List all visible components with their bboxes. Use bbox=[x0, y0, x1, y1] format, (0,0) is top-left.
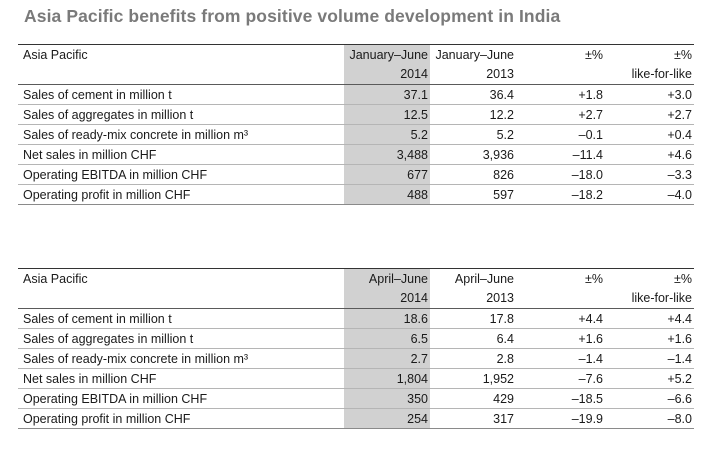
cell-b: 5.2 bbox=[430, 124, 516, 145]
cell-c: –18.2 bbox=[516, 184, 605, 205]
col-d-head: ±% bbox=[605, 44, 694, 65]
cell-d: –3.3 bbox=[605, 164, 694, 185]
cell-c: –7.6 bbox=[516, 368, 605, 389]
table-row: Operating profit in million CHF 254 317 … bbox=[18, 408, 694, 429]
table-row: Sales of aggregates in million t 6.5 6.4… bbox=[18, 328, 694, 349]
col-a-year: 2014 bbox=[344, 64, 430, 85]
cell-d: –8.0 bbox=[605, 408, 694, 429]
cell-b: 36.4 bbox=[430, 84, 516, 105]
cell-d: +2.7 bbox=[605, 104, 694, 125]
cell-b: 6.4 bbox=[430, 328, 516, 349]
cell-c: –18.5 bbox=[516, 388, 605, 409]
cell-d: –6.6 bbox=[605, 388, 694, 409]
table-region-label: Asia Pacific bbox=[18, 44, 344, 65]
table-row: Sales of ready-mix concrete in million m… bbox=[18, 348, 694, 369]
row-label: Operating EBITDA in million CHF bbox=[18, 388, 344, 409]
cell-b: 17.8 bbox=[430, 308, 516, 329]
col-a-period: April–June bbox=[344, 268, 430, 289]
col-c-head: ±% bbox=[516, 268, 605, 289]
cell-a: 3,488 bbox=[344, 144, 430, 165]
table-row: Operating EBITDA in million CHF 350 429 … bbox=[18, 388, 694, 409]
row-label: Sales of cement in million t bbox=[18, 84, 344, 105]
col-d-sub: like-for-like bbox=[605, 64, 694, 85]
table-row: Sales of cement in million t 37.1 36.4 +… bbox=[18, 84, 694, 105]
table-row: Sales of aggregates in million t 12.5 12… bbox=[18, 104, 694, 125]
cell-d: +0.4 bbox=[605, 124, 694, 145]
cell-a: 488 bbox=[344, 184, 430, 205]
cell-c: –11.4 bbox=[516, 144, 605, 165]
cell-c: –19.9 bbox=[516, 408, 605, 429]
cell-a: 18.6 bbox=[344, 308, 430, 329]
header-row: Asia Pacific April–June April–June ±% ±% bbox=[18, 268, 694, 289]
cell-a: 6.5 bbox=[344, 328, 430, 349]
row-label: Sales of ready-mix concrete in million m… bbox=[18, 124, 344, 145]
cell-c: +1.8 bbox=[516, 84, 605, 105]
quarter-table: Asia Pacific April–June April–June ±% ±%… bbox=[18, 268, 694, 429]
row-label: Net sales in million CHF bbox=[18, 144, 344, 165]
cell-d: +4.6 bbox=[605, 144, 694, 165]
header-year-row: 2014 2013 like-for-like bbox=[18, 288, 694, 309]
row-label: Operating EBITDA in million CHF bbox=[18, 164, 344, 185]
col-d-sub: like-for-like bbox=[605, 288, 694, 309]
col-a-period: January–June bbox=[344, 44, 430, 65]
col-a-year: 2014 bbox=[344, 288, 430, 309]
cell-d: –4.0 bbox=[605, 184, 694, 205]
cell-a: 677 bbox=[344, 164, 430, 185]
table-row: Net sales in million CHF 1,804 1,952 –7.… bbox=[18, 368, 694, 389]
table-row: Sales of ready-mix concrete in million m… bbox=[18, 124, 694, 145]
col-d-head: ±% bbox=[605, 268, 694, 289]
cell-b: 1,952 bbox=[430, 368, 516, 389]
half-year-table: Asia Pacific January–June January–June ±… bbox=[18, 44, 694, 205]
col-c-head: ±% bbox=[516, 44, 605, 65]
cell-d: +5.2 bbox=[605, 368, 694, 389]
cell-b: 3,936 bbox=[430, 144, 516, 165]
table-row: Net sales in million CHF 3,488 3,936 –11… bbox=[18, 144, 694, 165]
cell-b: 429 bbox=[430, 388, 516, 409]
cell-a: 1,804 bbox=[344, 368, 430, 389]
row-label: Net sales in million CHF bbox=[18, 368, 344, 389]
cell-a: 37.1 bbox=[344, 84, 430, 105]
cell-a: 5.2 bbox=[344, 124, 430, 145]
cell-b: 826 bbox=[430, 164, 516, 185]
row-label: Operating profit in million CHF bbox=[18, 408, 344, 429]
cell-b: 317 bbox=[430, 408, 516, 429]
cell-b: 2.8 bbox=[430, 348, 516, 369]
cell-a: 254 bbox=[344, 408, 430, 429]
table-row: Operating profit in million CHF 488 597 … bbox=[18, 184, 694, 205]
header-row: Asia Pacific January–June January–June ±… bbox=[18, 44, 694, 65]
cell-d: +1.6 bbox=[605, 328, 694, 349]
cell-a: 2.7 bbox=[344, 348, 430, 369]
cell-c: +2.7 bbox=[516, 104, 605, 125]
row-label: Operating profit in million CHF bbox=[18, 184, 344, 205]
cell-b: 12.2 bbox=[430, 104, 516, 125]
row-label: Sales of cement in million t bbox=[18, 308, 344, 329]
col-b-year: 2013 bbox=[430, 288, 516, 309]
cell-d: –1.4 bbox=[605, 348, 694, 369]
header-year-row: 2014 2013 like-for-like bbox=[18, 64, 694, 85]
page-title: Asia Pacific benefits from positive volu… bbox=[24, 6, 561, 26]
table-region-label: Asia Pacific bbox=[18, 268, 344, 289]
cell-b: 597 bbox=[430, 184, 516, 205]
cell-a: 350 bbox=[344, 388, 430, 409]
cell-d: +3.0 bbox=[605, 84, 694, 105]
cell-c: –1.4 bbox=[516, 348, 605, 369]
col-b-period: January–June bbox=[430, 44, 516, 65]
cell-c: –18.0 bbox=[516, 164, 605, 185]
table-row: Operating EBITDA in million CHF 677 826 … bbox=[18, 164, 694, 185]
cell-c: +1.6 bbox=[516, 328, 605, 349]
cell-d: +4.4 bbox=[605, 308, 694, 329]
table-row: Sales of cement in million t 18.6 17.8 +… bbox=[18, 308, 694, 329]
cell-a: 12.5 bbox=[344, 104, 430, 125]
cell-c: +4.4 bbox=[516, 308, 605, 329]
row-label: Sales of ready-mix concrete in million m… bbox=[18, 348, 344, 369]
cell-c: –0.1 bbox=[516, 124, 605, 145]
row-label: Sales of aggregates in million t bbox=[18, 104, 344, 125]
col-b-year: 2013 bbox=[430, 64, 516, 85]
col-b-period: April–June bbox=[430, 268, 516, 289]
row-label: Sales of aggregates in million t bbox=[18, 328, 344, 349]
